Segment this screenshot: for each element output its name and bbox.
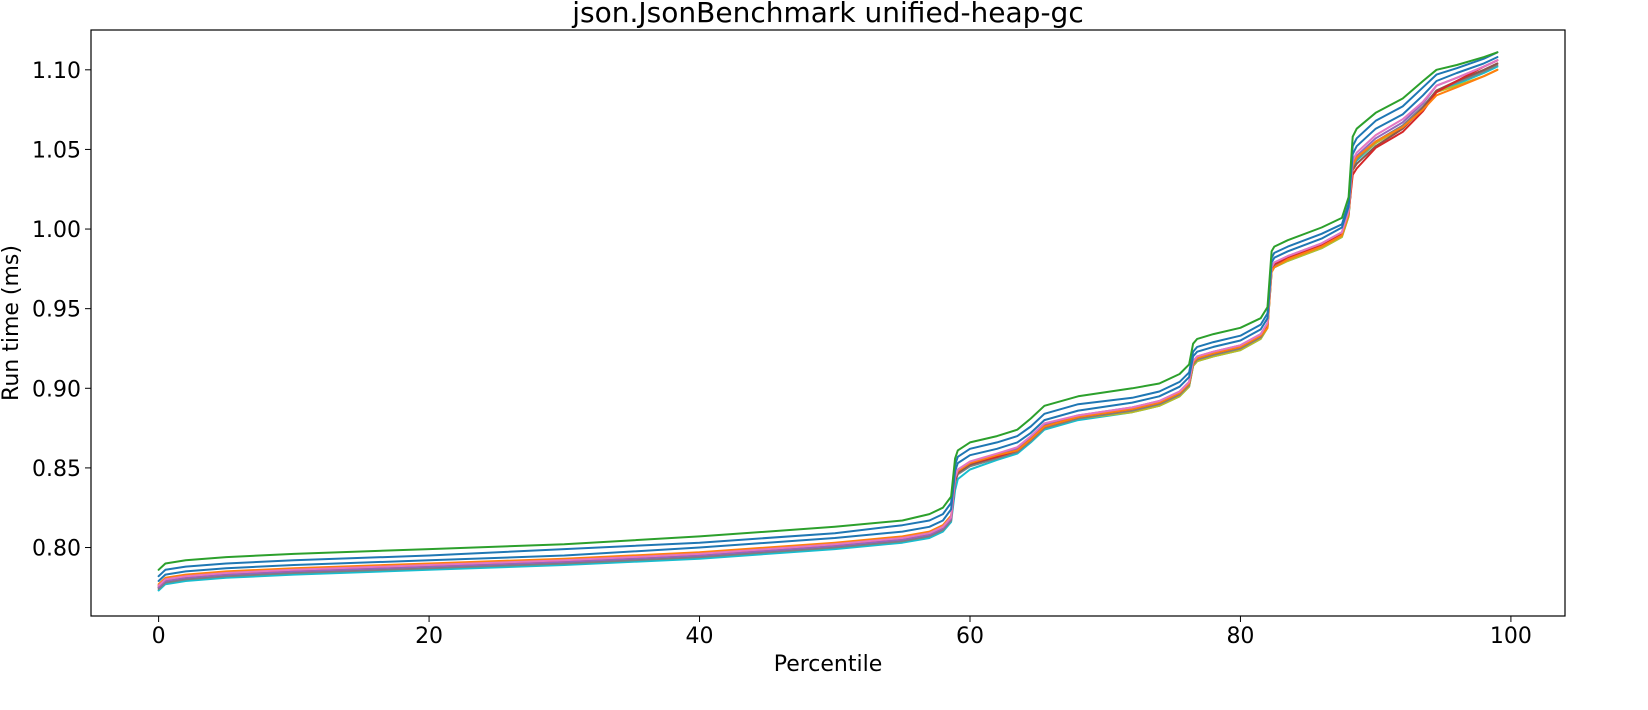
y-tick-label: 0.85 [32,457,81,482]
series-line-1 [157,51,1499,571]
series-line-7 [157,59,1499,589]
series-layer [157,51,1499,592]
y-tick-label: 0.80 [32,537,81,562]
series-line-11 [157,65,1499,592]
y-axis-label: Run time (ms) [0,245,24,401]
y-axis: 0.80 0.85 0.90 0.95 1.00 1.05 1.10 [32,59,91,562]
x-tick-label: 20 [415,624,443,649]
y-tick-label: 1.05 [32,138,81,163]
series-line-6 [157,59,1499,587]
chart-title: json.JsonBenchmark unified-heap-gc [571,0,1083,29]
series-line-5 [157,68,1499,586]
series-line-9 [157,64,1499,590]
x-tick-label: 40 [686,624,714,649]
series-line-2 [157,51,1499,578]
y-tick-label: 0.90 [32,377,81,402]
y-tick-label: 1.00 [32,218,81,243]
x-axis-label: Percentile [774,652,883,677]
series-line-4 [157,59,1499,587]
plot-frame [90,29,1566,617]
x-tick-label: 100 [1490,624,1532,649]
series-line-8 [157,62,1499,589]
series-line-10 [157,68,1499,589]
x-axis: 0 20 40 60 80 100 [152,616,1532,649]
series-line-3 [157,56,1499,582]
y-tick-label: 0.95 [32,298,81,323]
x-tick-label: 60 [956,624,984,649]
x-tick-label: 0 [152,624,166,649]
x-tick-label: 80 [1226,624,1254,649]
y-tick-label: 1.10 [32,59,81,84]
